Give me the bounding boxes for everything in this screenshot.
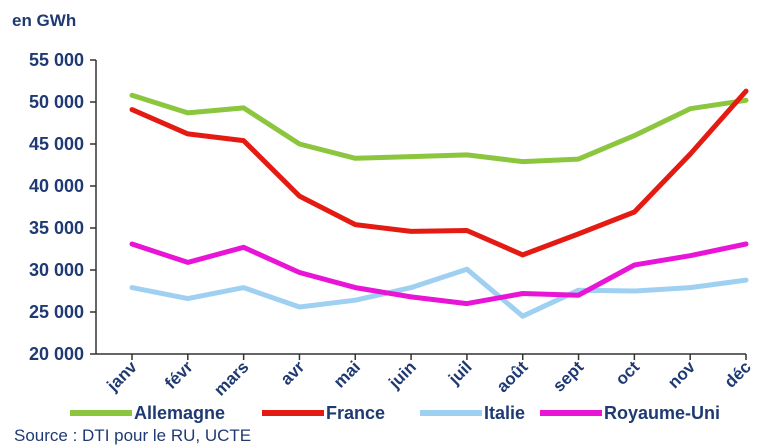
legend-label: Royaume-Uni [604, 403, 720, 423]
y-tick-label: 30 000 [29, 260, 84, 280]
series-line-allemagne [129, 92, 749, 165]
x-tick-label: juil [444, 357, 476, 389]
x-axis-ticks: janv févr mars avr mai juin juil août sept oct nov… [103, 354, 755, 400]
series-lines [129, 88, 749, 319]
x-tick-label: juin [384, 357, 420, 393]
legend-label: France [326, 403, 385, 423]
x-tick-label: déc [721, 357, 755, 391]
source-note: Source : DTI pour le RU, UCTE [14, 426, 251, 445]
x-tick-label: mars [210, 357, 252, 399]
series-line-royaume-uni [129, 241, 749, 307]
legend-label: Allemagne [134, 403, 225, 423]
x-tick-label: sept [549, 357, 587, 395]
x-tick-label: mai [330, 357, 364, 391]
x-tick-label: janv [103, 357, 142, 396]
y-tick-label: 45 000 [29, 134, 84, 154]
series-line-france [129, 88, 749, 258]
y-tick-label: 40 000 [29, 176, 84, 196]
y-tick-label: 20 000 [29, 344, 84, 364]
x-tick-label: août [493, 357, 532, 396]
x-tick-label: févr [161, 357, 197, 393]
legend-label: Italie [484, 403, 525, 423]
y-tick-label: 50 000 [29, 92, 84, 112]
x-tick-label: oct [612, 357, 644, 389]
y-tick-label: 35 000 [29, 218, 84, 238]
y-axis-unit-label: en GWh [12, 11, 76, 30]
y-tick-label: 55 000 [29, 50, 84, 70]
series-line-italie [129, 266, 749, 319]
x-tick-label: nov [664, 357, 699, 392]
legend: Allemagne France Italie Royaume-Uni [70, 403, 720, 423]
x-tick-label: avr [277, 357, 309, 389]
y-axis-ticks: 20 000 25 000 30 000 35 000 40 000 45 000 50 0… [29, 50, 96, 364]
y-tick-label: 25 000 [29, 302, 84, 322]
